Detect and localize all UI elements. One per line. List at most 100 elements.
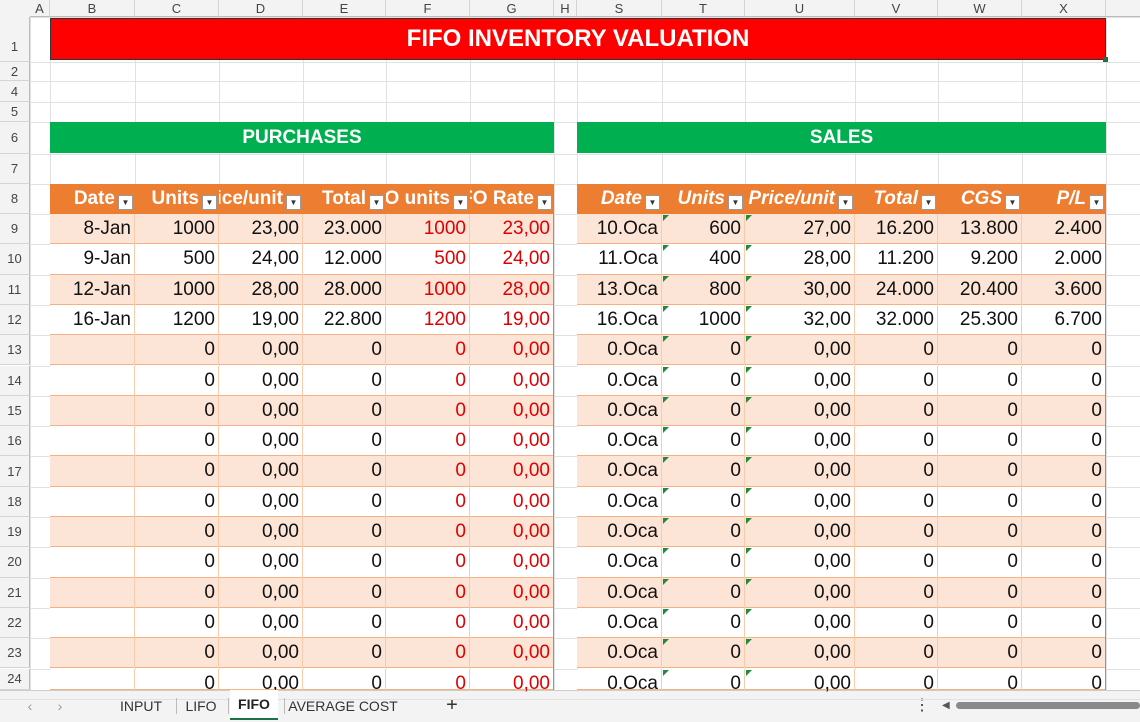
cell-border [854,607,855,639]
sheet-tab[interactable]: INPUT [120,698,162,714]
table-cell: 0,00 [262,521,299,542]
table-cell: 0 [204,460,215,482]
table-cell: 0,00 [513,369,550,391]
cell-border [469,335,470,366]
cell-border [661,547,662,578]
cell-border [134,365,135,396]
filter-button[interactable]: ▼ [645,195,660,210]
tab-separator [284,698,285,714]
cell-border [744,335,745,366]
cell-border [744,395,745,427]
table-cell: 0 [730,490,741,512]
error-indicator [746,427,752,434]
table-cell: 0 [1091,581,1102,603]
cell-border [744,577,745,608]
cell-border [937,244,938,275]
tab-separator [176,698,177,714]
table-cell: 0 [455,611,466,633]
cell-border [1021,395,1022,427]
cell-border [661,456,662,487]
table-cell: 0,00 [814,672,851,694]
table-cell: 0 [730,339,741,361]
table-cell: 0 [371,581,382,603]
filter-button[interactable]: ▼ [921,195,936,210]
table-cell: 0,00 [262,581,299,603]
cell-border [218,607,219,639]
cell-border [854,547,855,578]
table-cell: 28.000 [323,278,382,300]
filter-button[interactable]: ▼ [1005,195,1020,210]
filter-button[interactable]: ▼ [369,195,384,210]
column-header: F [386,0,470,17]
cell-border [302,335,303,366]
add-sheet-button[interactable]: + [446,693,458,716]
scroll-left[interactable]: ◀ [942,700,950,711]
filter-button[interactable]: ▼ [838,195,853,210]
sheet-tab[interactable]: AVERAGE COST [288,698,398,714]
table-cell: 0 [1007,611,1018,633]
table-cell: 0 [1091,399,1102,421]
table-cell: 0,00 [513,672,550,694]
cell-border [744,456,745,487]
next-sheet-button[interactable]: › [57,698,63,714]
row-header: 19 [0,517,30,548]
table-cell: 0 [1007,399,1018,421]
cell-border [218,395,219,427]
error-indicator [663,245,669,252]
cell-selection-handle [1103,57,1108,62]
filter-button[interactable]: ▼ [118,195,133,210]
table-cell: 0 [371,399,382,421]
filter-button[interactable]: ▼ [453,195,468,210]
column-title: Units [677,188,726,209]
horizontal-scrollbar[interactable] [956,702,1140,709]
cell-border [218,304,219,336]
grid-line [0,81,1140,82]
cell-border [385,668,386,690]
table-cell: 32,00 [803,308,851,330]
filter-button[interactable]: ▼ [202,195,217,210]
table-cell: 0 [923,399,934,421]
table-cell: 0 [1007,642,1018,664]
row-header: 13 [0,335,30,366]
cell-border [218,486,219,517]
column-title: P/L [1056,188,1086,209]
table-cell: 0 [730,369,741,391]
table-cell: 0 [730,460,741,482]
sheet-tab[interactable]: LIFO [185,698,217,714]
column-title: FIFO Rate [470,188,534,209]
error-indicator [746,336,752,343]
cell-border [937,547,938,578]
filter-button[interactable]: ▼ [537,195,552,210]
more-button[interactable]: ⋮ [914,697,930,714]
cell-border [854,456,855,487]
table-cell: 0 [371,339,382,361]
cell-border [1021,426,1022,457]
sheet-tab[interactable]: FIFO [230,690,278,720]
table-cell: 0 [455,369,466,391]
column-header: X [1022,0,1106,17]
table-cell: 0.Oca [607,581,658,603]
cell-border [1021,244,1022,275]
column-header: U [745,0,855,17]
prev-sheet-button[interactable]: ‹ [27,698,33,714]
grid-line [0,335,1140,337]
filter-button[interactable]: ▼ [1089,195,1104,210]
table-cell: 0 [204,611,215,633]
filter-button[interactable]: ▼ [728,195,743,210]
table-cell: 0 [371,430,382,452]
cell-border [744,607,745,639]
table-cell: 0 [730,430,741,452]
row-header: 6 [0,122,30,154]
error-indicator [746,518,752,524]
table-cell: 0 [371,611,382,633]
cell-border [385,395,386,427]
cell-border [385,426,386,457]
table-cell: 23.000 [323,218,382,239]
table-cell: 0 [204,339,215,361]
sheet-title: FIFO INVENTORY VALUATION [50,18,1106,60]
table-cell: 0,00 [814,490,851,512]
filter-button[interactable]: ▼ [286,195,301,210]
error-indicator [746,275,752,282]
column-title: Price/unit [219,188,283,209]
